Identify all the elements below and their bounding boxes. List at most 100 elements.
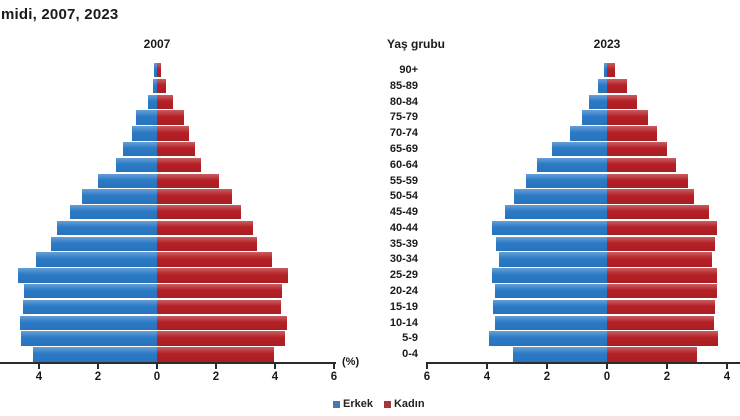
bar-female-60-64 bbox=[607, 157, 676, 173]
bar-female-20-24 bbox=[157, 284, 283, 299]
bar-female-0-4 bbox=[157, 347, 274, 362]
age-label-45-49: 45-49 bbox=[389, 206, 418, 219]
bar-female-30-34 bbox=[607, 252, 712, 267]
bar-male-50-54 bbox=[514, 189, 607, 204]
x-axis-line-2007 bbox=[0, 362, 336, 364]
legend: Erkek Kadın bbox=[333, 398, 425, 410]
bar-male-30-34 bbox=[36, 252, 157, 267]
age-label-0-4: 0-4 bbox=[402, 348, 418, 361]
bar-female-50-54 bbox=[157, 189, 233, 204]
bar-male-5-9 bbox=[21, 331, 157, 346]
bar-female-35-39 bbox=[157, 236, 258, 252]
bar-female-55-59 bbox=[607, 173, 688, 188]
bar-female-70-74 bbox=[157, 126, 190, 141]
bar-female-45-49 bbox=[157, 205, 242, 220]
bar-female-10-14 bbox=[607, 315, 714, 330]
age-label-15-19: 15-19 bbox=[389, 300, 418, 313]
bar-female-25-29 bbox=[157, 268, 289, 283]
bar-male-40-44 bbox=[491, 220, 607, 236]
bar-male-90+ bbox=[604, 63, 607, 78]
bar-female-75-79 bbox=[157, 110, 184, 125]
bar-male-20-24 bbox=[494, 284, 607, 299]
bar-male-55-59 bbox=[526, 173, 607, 188]
bar-male-35-39 bbox=[496, 236, 607, 252]
x-tick-label: 4 bbox=[483, 371, 491, 383]
x-tick-mark bbox=[546, 364, 548, 369]
bar-female-50-54 bbox=[607, 189, 694, 204]
age-label-20-24: 20-24 bbox=[389, 285, 418, 298]
x-tick-label: 4 bbox=[271, 371, 279, 383]
age-label-90+: 90+ bbox=[399, 64, 418, 76]
age-label-65-69: 65-69 bbox=[389, 142, 418, 155]
bar-female-10-14 bbox=[157, 315, 287, 330]
x-tick-mark bbox=[726, 364, 728, 369]
x-tick-label: 0 bbox=[153, 371, 161, 383]
x-tick-label: 2 bbox=[212, 371, 220, 383]
bar-male-5-9 bbox=[488, 331, 607, 346]
age-label-55-59: 55-59 bbox=[389, 174, 418, 187]
bar-male-80-84 bbox=[148, 94, 157, 109]
x-tick-mark bbox=[38, 364, 40, 369]
bar-female-85-89 bbox=[157, 78, 166, 94]
bar-female-35-39 bbox=[607, 236, 715, 252]
bar-female-15-19 bbox=[157, 299, 281, 315]
bar-female-80-84 bbox=[157, 94, 174, 109]
age-label-10-14: 10-14 bbox=[389, 316, 418, 329]
bar-male-20-24 bbox=[24, 284, 157, 299]
x-tick-label: 6 bbox=[423, 371, 431, 383]
x-tick-mark bbox=[97, 364, 99, 369]
age-label-25-29: 25-29 bbox=[389, 269, 418, 282]
x-tick-label: 2 bbox=[94, 371, 102, 383]
bar-male-25-29 bbox=[18, 268, 157, 283]
bar-female-55-59 bbox=[157, 173, 219, 188]
age-label-5-9: 5-9 bbox=[402, 332, 418, 345]
chart-title-2023: 2023 bbox=[593, 37, 621, 51]
bar-male-10-14 bbox=[494, 315, 607, 330]
x-axis-line-2023 bbox=[426, 362, 740, 364]
bar-female-65-69 bbox=[607, 141, 667, 157]
x-tick-mark bbox=[486, 364, 488, 369]
bar-male-30-34 bbox=[499, 252, 607, 267]
bar-female-30-34 bbox=[157, 252, 273, 267]
bar-female-40-44 bbox=[607, 220, 717, 236]
bar-male-0-4 bbox=[512, 347, 607, 362]
bar-male-15-19 bbox=[22, 299, 157, 315]
bar-female-60-64 bbox=[157, 157, 202, 173]
bar-male-10-14 bbox=[19, 315, 157, 330]
x-tick-label: 4 bbox=[35, 371, 43, 383]
legend-item-Erkek: Erkek bbox=[333, 398, 373, 410]
bar-male-45-49 bbox=[69, 205, 157, 220]
x-tick-mark bbox=[666, 364, 668, 369]
legend-swatch-Kadın bbox=[383, 400, 391, 408]
age-label-70-74: 70-74 bbox=[389, 127, 418, 140]
bar-male-70-74 bbox=[569, 126, 607, 141]
legend-label-Erkek: Erkek bbox=[343, 398, 373, 410]
age-label-35-39: 35-39 bbox=[389, 237, 418, 250]
x-tick-label: 4 bbox=[723, 371, 731, 383]
bar-female-40-44 bbox=[157, 220, 253, 236]
chart-title-2007: 2007 bbox=[143, 37, 171, 51]
bar-female-90+ bbox=[607, 63, 615, 78]
x-tick-mark bbox=[426, 364, 428, 369]
bar-female-65-69 bbox=[157, 141, 196, 157]
x-tick-mark bbox=[274, 364, 276, 369]
bar-female-25-29 bbox=[607, 268, 717, 283]
bar-female-85-89 bbox=[607, 78, 627, 94]
age-label-85-89: 85-89 bbox=[389, 79, 418, 92]
x-tick-label: 0 bbox=[603, 371, 611, 383]
legend-label-Kadın: Kadın bbox=[393, 398, 425, 410]
age-label-50-54: 50-54 bbox=[389, 190, 418, 203]
x-tick-mark bbox=[606, 364, 608, 369]
bar-female-80-84 bbox=[607, 94, 637, 109]
bar-male-65-69 bbox=[123, 141, 157, 157]
bar-male-50-54 bbox=[81, 189, 157, 204]
bar-male-85-89 bbox=[152, 78, 157, 94]
x-tick-mark bbox=[156, 364, 158, 369]
x-tick-label: 2 bbox=[543, 371, 551, 383]
figure-title: midi, 2007, 2023 bbox=[1, 6, 119, 23]
bar-female-15-19 bbox=[607, 299, 715, 315]
bar-female-5-9 bbox=[607, 331, 718, 346]
bar-male-40-44 bbox=[56, 220, 157, 236]
legend-item-Kadın: Kadın bbox=[383, 398, 425, 410]
bar-female-20-24 bbox=[607, 284, 717, 299]
